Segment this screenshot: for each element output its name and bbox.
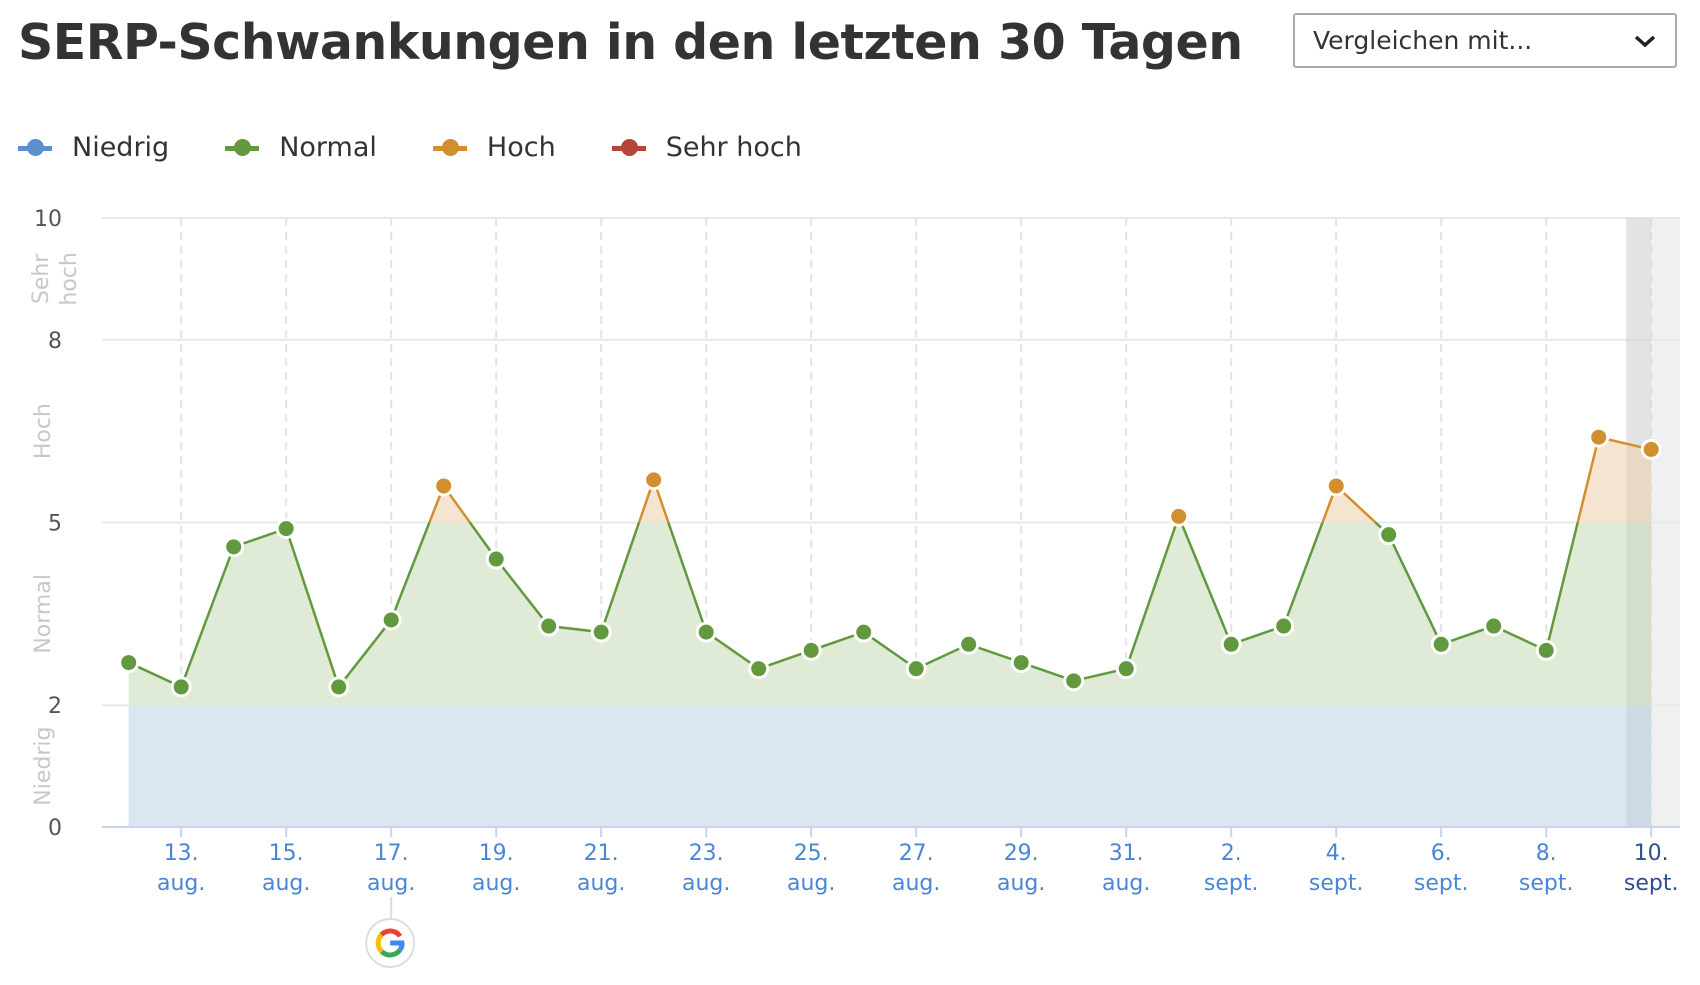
x-tick-label-month: sept. <box>1204 871 1259 896</box>
x-tick-label-month: aug. <box>472 871 520 896</box>
data-point[interactable] <box>380 609 402 631</box>
data-point[interactable] <box>958 633 980 655</box>
data-point[interactable] <box>1063 670 1085 692</box>
data-point[interactable] <box>275 518 297 540</box>
legend: Niedrig Normal Hoch Sehr hoch <box>18 132 802 163</box>
band-label-hoch: Hoch <box>31 403 56 459</box>
page-title: SERP-Schwankungen in den letzten 30 Tage… <box>18 14 1243 71</box>
compare-dropdown[interactable]: Vergleichen mit... <box>1293 13 1677 68</box>
x-tick-label-day: 31. <box>1109 841 1144 866</box>
google-icon[interactable] <box>365 918 416 968</box>
data-point[interactable] <box>695 621 717 643</box>
x-tick-label-day: 23. <box>689 841 724 866</box>
x-tick-label-day: 10. <box>1634 841 1669 866</box>
x-tick-label-month: aug. <box>787 871 835 896</box>
data-point[interactable] <box>800 639 822 661</box>
data-point[interactable] <box>170 676 192 698</box>
chevron-down-icon <box>1634 35 1656 47</box>
legend-item-hoch[interactable]: Hoch <box>432 132 556 163</box>
y-tick-label: 0 <box>48 816 62 841</box>
data-point[interactable] <box>1588 426 1610 448</box>
data-point[interactable] <box>853 621 875 643</box>
band-label-niedrig: Niedrig <box>31 726 56 805</box>
legend-label: Hoch <box>486 132 556 163</box>
data-point[interactable] <box>538 615 560 637</box>
data-point[interactable] <box>1168 505 1190 527</box>
legend-item-normal[interactable]: Normal <box>225 132 377 163</box>
data-point[interactable] <box>433 475 455 497</box>
data-point[interactable] <box>1430 633 1452 655</box>
data-point[interactable] <box>1640 438 1662 460</box>
x-tick-label-month: aug. <box>157 871 205 896</box>
y-tick-label: 8 <box>48 329 62 354</box>
data-point[interactable] <box>223 536 245 558</box>
x-tick-label-day: 21. <box>584 841 619 866</box>
legend-marker-icon <box>225 138 260 156</box>
x-tick-label-month: aug. <box>1102 871 1150 896</box>
x-tick-label-day: 8. <box>1536 841 1557 866</box>
legend-item-niedrig[interactable]: Niedrig <box>18 132 169 163</box>
x-tick-label-month: aug. <box>577 871 625 896</box>
band-label-normal: Normal <box>31 574 56 654</box>
data-point[interactable] <box>1115 658 1137 680</box>
x-tick-label-month: aug. <box>997 871 1045 896</box>
x-tick-label-day: 13. <box>164 841 199 866</box>
x-tick-label-month: aug. <box>262 871 310 896</box>
legend-item-sehr-hoch[interactable]: Sehr hoch <box>611 132 802 163</box>
series-line-normal <box>128 522 1579 690</box>
data-point[interactable] <box>1273 615 1295 637</box>
x-tick-label-month: sept. <box>1414 871 1469 896</box>
data-point[interactable] <box>1483 615 1505 637</box>
x-tick-label-month: aug. <box>367 871 415 896</box>
legend-marker-icon <box>432 138 467 156</box>
data-point[interactable] <box>328 676 350 698</box>
legend-label: Sehr hoch <box>665 132 802 163</box>
data-point[interactable] <box>118 652 140 674</box>
x-tick-label-day: 4. <box>1326 841 1347 866</box>
x-tick-label-month: sept. <box>1624 871 1679 896</box>
data-point[interactable] <box>1378 524 1400 546</box>
y-tick-label: 2 <box>48 694 62 719</box>
x-tick-label-month: aug. <box>892 871 940 896</box>
x-tick-label-day: 6. <box>1431 841 1452 866</box>
x-tick-label-month: sept. <box>1519 871 1574 896</box>
legend-label: Niedrig <box>72 132 170 163</box>
data-point[interactable] <box>1220 633 1242 655</box>
x-tick-label-day: 17. <box>374 841 409 866</box>
data-point[interactable] <box>1325 475 1347 497</box>
legend-marker-icon <box>611 138 646 156</box>
x-tick-label-month: sept. <box>1309 871 1364 896</box>
data-point[interactable] <box>485 548 507 570</box>
data-point[interactable] <box>1535 639 1557 661</box>
data-point[interactable] <box>748 658 770 680</box>
data-point[interactable] <box>905 658 927 680</box>
data-point[interactable] <box>1010 652 1032 674</box>
high-area <box>429 437 1652 523</box>
legend-label: Normal <box>279 132 377 163</box>
data-point[interactable] <box>643 469 665 491</box>
band-label-sehr-hoch: Sehr hoch <box>29 252 82 305</box>
x-tick-label-day: 27. <box>899 841 934 866</box>
low-band-area <box>128 705 1652 827</box>
highlighted-day-overlay <box>1626 218 1652 827</box>
x-tick-label-day: 2. <box>1221 841 1242 866</box>
x-tick-label-day: 15. <box>269 841 304 866</box>
y-tick-label: 10 <box>34 207 62 232</box>
x-tick-label-day: 19. <box>479 841 514 866</box>
x-tick-label-day: 29. <box>1004 841 1039 866</box>
data-point[interactable] <box>590 621 612 643</box>
y-tick-label: 5 <box>48 512 62 537</box>
x-tick-label-month: aug. <box>682 871 730 896</box>
legend-marker-icon <box>18 138 52 156</box>
x-tick-label-day: 25. <box>794 841 829 866</box>
compare-dropdown-value: Vergleichen mit... <box>1313 26 1533 55</box>
